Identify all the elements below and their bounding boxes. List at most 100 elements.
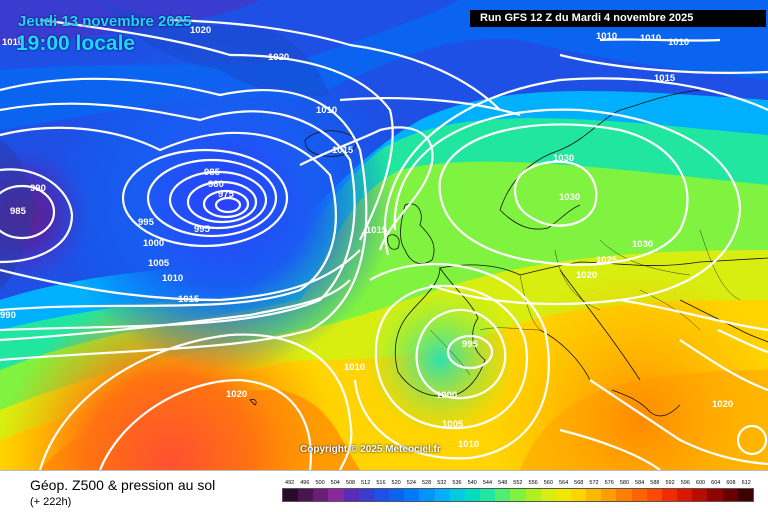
isobar-label: 1015 [332,145,354,156]
isobar-label: 1020 [576,270,597,281]
isobar-label: 985 [204,167,221,178]
scale-swatch [449,489,465,501]
isobar-label: 1030 [559,192,580,203]
isobar-label: 995 [138,217,155,228]
scale-label: 548 [498,480,508,486]
isobar-label: 995 [462,339,479,350]
isobar-label: 1000 [436,390,457,401]
scale-swatch [464,489,481,501]
scale-label: 496 [300,480,310,486]
scale-swatch [328,489,344,501]
scale-label: 580 [619,480,630,486]
color-scale-labels: 492 496 500 504 508 512 516 520 524 528 532 536 540 5… [282,480,754,486]
scale-swatch [313,489,329,501]
scale-swatch [389,489,405,501]
scale-swatch [677,489,693,501]
legend-footer: Géop. Z500 & pression au sol (+ 222h) 49… [0,470,768,512]
scale-swatch [404,489,420,501]
isobar-label: 1010 [2,37,23,48]
scale-label: 588 [650,480,660,486]
isobar-label: 990 [0,310,16,321]
isobar-label: 990 [30,183,46,194]
legend-title: Géop. Z500 & pression au sol [30,477,216,493]
color-scale-bar [282,488,754,502]
isobar-label: 985 [10,206,27,217]
scale-swatch [570,489,587,501]
scale-label: 560 [543,480,553,486]
isobar-label: 1010 [640,33,661,44]
scale-label: 556 [528,480,538,486]
scale-swatch [646,489,662,501]
borders [429,229,741,376]
scale-swatch [373,489,390,501]
scale-label: 552 [513,480,523,486]
scale-swatch [631,489,647,501]
isobar-label: 1020 [226,389,247,400]
isobar-label: 1015 [178,294,200,305]
scale-label: 592 [665,480,675,486]
scale-swatch [434,489,450,501]
scale-label: 524 [406,480,416,486]
scale-label: 516 [376,480,386,486]
scale-label: 572 [589,480,599,486]
isobar-label: 1010 [458,439,479,450]
scale-label: 512 [361,480,371,486]
scale-swatch [661,489,678,501]
isobar-label: 995 [194,224,211,235]
scale-swatch [692,489,708,501]
scale-swatch [555,489,571,501]
isobar-label: 1020 [268,52,289,63]
isobar-label: 1005 [148,258,170,269]
scale-swatch [616,489,632,501]
scale-label: 508 [345,480,356,486]
scale-label: 600 [695,480,706,486]
isobar-label: 1015 [366,225,388,236]
isobar-label: 1015 [654,73,676,84]
scale-swatch [480,489,496,501]
scale-swatch [722,489,738,501]
isobar-label: 1020 [712,399,733,410]
scale-label: 568 [574,480,584,486]
scale-label: 544 [482,480,493,486]
forecast-hour: (+ 222h) [30,496,72,508]
isobar-label: 1020 [190,25,211,36]
scale-label: 612 [741,480,751,486]
isobar-label: 1025 [596,255,618,266]
scale-swatch [586,489,602,501]
scale-swatch [707,489,723,501]
scale-label: 536 [452,480,462,486]
isobar-label: 975 [218,189,235,200]
isobar-label: 1030 [553,153,574,164]
isobar-label: 1010 [668,37,689,48]
scale-swatch [540,489,556,501]
model-run-label: Run GFS 12 Z du Mardi 4 novembre 2025 [470,10,766,27]
forecast-time: 19:00 locale [16,32,136,55]
scale-swatch [343,489,359,501]
scale-swatch [283,489,299,501]
isobar-label: 1010 [344,362,365,373]
scale-swatch [358,489,374,501]
scale-swatch [495,489,511,501]
scale-label: 504 [330,480,340,486]
isobar-labels: 1010 1020 1020 1010 1010 1010 1015 1010 … [0,25,733,450]
scale-swatch [601,489,617,501]
color-scale: 492 496 500 504 508 512 516 520 524 528 532 536 540 5… [282,480,754,502]
isobar-label: 1030 [632,239,653,250]
scale-label: 520 [391,480,401,486]
isobar-label: 1010 [316,105,337,116]
copyright-notice: Copyright © 2025 Meteociel.fr [300,444,441,455]
scale-label: 564 [558,480,569,486]
scale-label: 576 [604,480,614,486]
scale-swatch [737,489,753,501]
isobars [0,18,768,470]
scale-label: 596 [680,480,690,486]
isobar-label: 1005 [442,419,464,430]
scale-label: 584 [635,480,645,486]
scale-label: 608 [726,480,736,486]
isobar-label: 1010 [162,273,183,284]
scale-swatch [419,489,435,501]
scale-label: 500 [315,480,325,486]
isobar-label: 1000 [143,238,164,249]
scale-swatch [298,489,314,501]
